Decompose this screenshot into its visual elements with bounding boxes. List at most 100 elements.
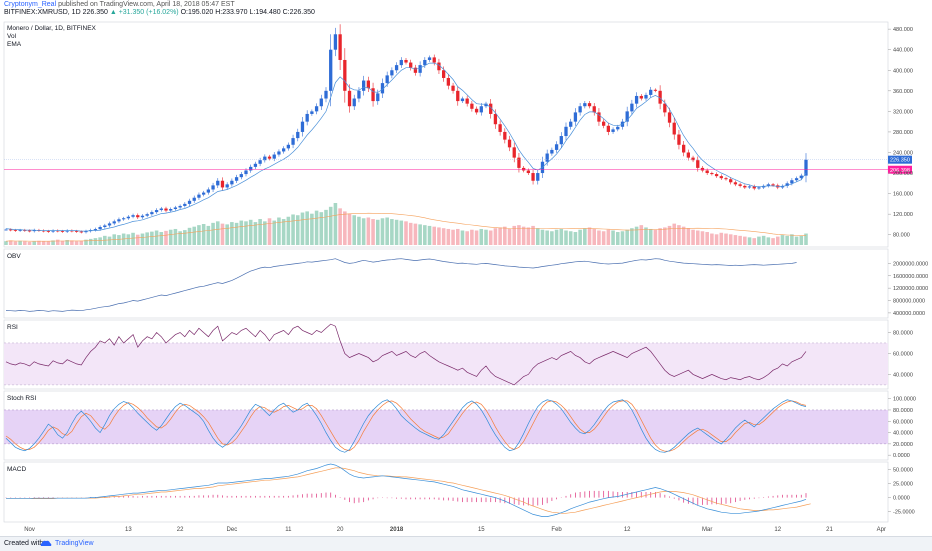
- rsi-label: RSI: [7, 324, 18, 331]
- candle-body: [550, 150, 553, 154]
- x-tick-label: 21: [826, 527, 833, 533]
- macd-histogram-bar: [246, 496, 247, 498]
- volume-bar: [155, 230, 159, 245]
- candle-body: [447, 78, 450, 86]
- volume-bar: [367, 218, 371, 245]
- candle-body: [61, 231, 64, 232]
- candle-body: [531, 173, 534, 181]
- volume-bar: [348, 214, 352, 245]
- macd-histogram-bar: [796, 495, 797, 498]
- x-tick-label: 12: [624, 527, 631, 533]
- volume-bar: [710, 234, 714, 245]
- tradingview-link[interactable]: TradingView: [55, 537, 94, 551]
- candle-body: [362, 81, 365, 91]
- macd-histogram-bar: [250, 496, 251, 498]
- obv-pane-border: [4, 249, 888, 318]
- macd-histogram-bar: [217, 495, 218, 498]
- x-tick-label: 11: [285, 527, 292, 533]
- macd-histogram-bar: [194, 496, 195, 498]
- candle-body: [418, 65, 421, 73]
- macd-histogram-bar: [523, 498, 524, 506]
- volume-bar: [14, 242, 18, 245]
- candle-body: [258, 160, 261, 164]
- price-tick-label: 360.000: [893, 89, 913, 95]
- macd-histogram-bar: [471, 498, 472, 502]
- volume-bar: [682, 227, 686, 245]
- candle-body: [588, 103, 591, 106]
- candle-body: [654, 90, 657, 91]
- stoch-tick-label: 0.0000: [893, 453, 910, 459]
- candle-body: [687, 152, 690, 157]
- volume-bar: [696, 230, 700, 245]
- candle-body: [409, 63, 412, 68]
- candle-body: [560, 136, 563, 144]
- macd-histogram-bar: [547, 498, 548, 504]
- macd-histogram-bar: [53, 497, 54, 498]
- macd-histogram-bar: [175, 496, 176, 498]
- volume-bar: [117, 235, 121, 245]
- rsi-tick-label: 40.0000: [893, 372, 913, 378]
- x-tick-label: Mar: [702, 527, 712, 533]
- volume-bar: [98, 237, 102, 245]
- ema-line: [6, 63, 806, 231]
- macd-histogram-bar: [410, 498, 411, 500]
- macd-histogram-bar: [222, 495, 223, 497]
- candle-body: [306, 114, 309, 122]
- candle-body: [701, 168, 704, 171]
- price-tick-label: 120.000: [893, 212, 913, 218]
- macd-tick-label: -25.0000: [893, 510, 915, 516]
- candle-body: [348, 91, 351, 106]
- macd-histogram-bar: [730, 498, 731, 504]
- macd-histogram-bar: [260, 496, 261, 498]
- volume-bar: [527, 227, 531, 245]
- volume-bar: [767, 237, 771, 245]
- volume-bar: [244, 221, 248, 245]
- macd-histogram-bar: [636, 492, 637, 498]
- macd-histogram-bar: [133, 496, 134, 498]
- volume-bar: [743, 237, 747, 245]
- macd-histogram-bar: [363, 498, 364, 502]
- obv-tick-label: 1600000.0000: [893, 274, 928, 280]
- volume-bar: [560, 229, 564, 245]
- candle-body: [240, 174, 243, 177]
- candle-body: [367, 81, 370, 89]
- macd-histogram-bar: [589, 491, 590, 498]
- macd-histogram-bar: [806, 493, 807, 497]
- volume-bar: [522, 227, 526, 245]
- volume-bar: [451, 230, 455, 245]
- rsi-tick-label: 60.0000: [893, 351, 913, 357]
- volume-bar: [414, 224, 418, 245]
- macd-histogram-bar: [330, 493, 331, 498]
- volume-bar: [663, 227, 667, 245]
- volume-bar: [470, 230, 474, 245]
- candle-body: [254, 164, 257, 167]
- macd-histogram-bar: [707, 498, 708, 505]
- macd-histogram-bar: [142, 496, 143, 498]
- candle-body: [649, 90, 652, 95]
- macd-histogram-bar: [462, 498, 463, 502]
- volume-bar: [221, 224, 225, 245]
- volume-bar: [432, 227, 436, 245]
- macd-histogram-bar: [476, 498, 477, 502]
- x-tick-label: Nov: [24, 527, 35, 533]
- volume-bar: [272, 221, 276, 245]
- candle-body: [315, 106, 318, 111]
- volume-bar: [268, 218, 272, 245]
- macd-histogram-bar: [754, 498, 755, 499]
- price-tick-label: 320.000: [893, 109, 913, 115]
- macd-histogram-bar: [203, 495, 204, 497]
- candle-body: [235, 177, 238, 181]
- volume-bar: [18, 241, 22, 245]
- candle-body: [113, 221, 116, 223]
- macd-histogram-bar: [137, 496, 138, 497]
- candle-body: [423, 60, 426, 65]
- macd-histogram-bar: [344, 498, 345, 500]
- obv-line: [6, 259, 797, 312]
- x-tick-label: Apr: [877, 527, 886, 533]
- macd-histogram-bar: [368, 498, 369, 501]
- macd-histogram-bar: [420, 498, 421, 500]
- footer-bar: Created with TradingView: [0, 536, 932, 551]
- macd-histogram-bar: [599, 491, 600, 498]
- volume-bar: [381, 218, 385, 245]
